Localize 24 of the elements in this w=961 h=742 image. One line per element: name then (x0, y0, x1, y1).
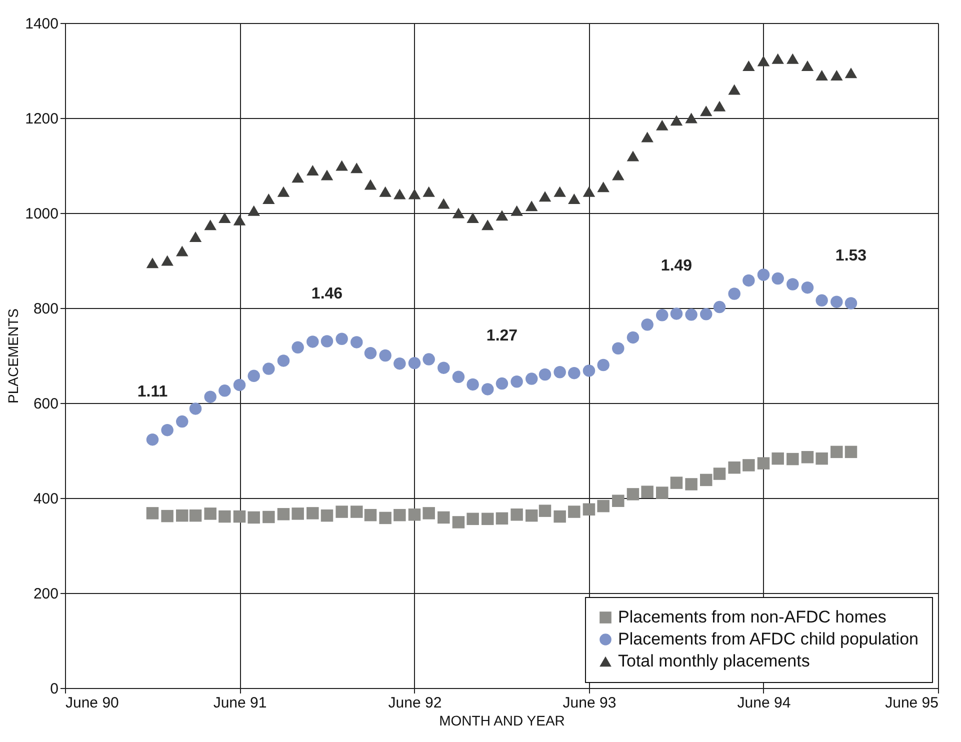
x-tick-label: June 94 (737, 694, 791, 712)
annotation: 1.49 (660, 258, 692, 275)
legend-label: Total monthly placements (618, 652, 810, 670)
x-tick-label: June 92 (388, 694, 442, 712)
x-tick-label: June 91 (213, 694, 267, 712)
x-axis-title: MONTH AND YEAR (439, 712, 565, 728)
annotation: 1.46 (311, 285, 343, 302)
y-tick-label: 0 (50, 680, 58, 698)
y-tick-label: 200 (33, 586, 58, 602)
x-tick-label: June 95 (885, 694, 938, 712)
y-tick-label: 400 (33, 490, 58, 508)
legend-label: Placements from AFDC child population (618, 630, 918, 648)
x-tick-label: June 93 (562, 694, 616, 712)
y-tick-label: 1200 (25, 110, 58, 128)
annotation: 1.11 (137, 384, 168, 401)
annotation: 1.53 (835, 247, 867, 264)
x-tick-label: June 90 (66, 694, 119, 712)
y-tick-label: 1400 (25, 16, 58, 32)
y-tick-label: 800 (33, 300, 58, 318)
y-tick-label: 600 (33, 396, 58, 412)
y-tick-label: 1000 (25, 206, 58, 222)
legend-label: Placements from non-AFDC homes (618, 608, 886, 626)
y-axis-title: PLACEMENTS (5, 308, 22, 404)
annotation: 1.27 (486, 328, 518, 345)
